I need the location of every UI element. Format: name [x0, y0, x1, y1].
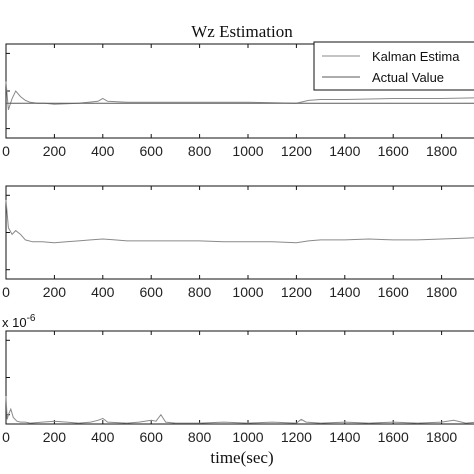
x-tick-label: 400 [91, 429, 115, 445]
panel-1: 0 200 400 600 800 1000 1200 1400 1600 1800 Kalman … [2, 41, 474, 159]
y-exponent-label: x 10-6 [2, 313, 36, 330]
y-exponent-base: x 10 [2, 315, 27, 330]
series-line-1 [5, 81, 474, 110]
x-tick-label: 1000 [232, 429, 263, 445]
x-tick-label: 1800 [426, 284, 457, 300]
x-tick-label: 1400 [329, 143, 360, 159]
y-exponent-power: -6 [27, 313, 36, 324]
panel-3: 0 200 400 600 800 1000 1200 1400 1600 1800 [2, 330, 474, 445]
legend-box [313, 41, 474, 91]
legend-label-2: Actual Value [372, 70, 444, 85]
x-tick-label: 400 [91, 284, 115, 300]
series-line-1 [5, 199, 474, 244]
x-tick-label: 1600 [378, 143, 409, 159]
x-tick-label: 800 [188, 284, 212, 300]
plot-layer: 0 200 400 600 800 1000 1200 1400 1600 1800 Kalman … [2, 41, 474, 445]
x-tick-label: 1200 [281, 284, 312, 300]
x-tick-label: 1200 [281, 143, 312, 159]
x-tick-label: 1400 [329, 429, 360, 445]
x-tick-label: 800 [188, 143, 212, 159]
x-tick-label: 1800 [426, 429, 457, 445]
x-tick-label: 1600 [378, 284, 409, 300]
chart-title: Wz Estimation [191, 22, 293, 41]
x-tick-label: 0 [2, 143, 10, 159]
panel-2: 0 200 400 600 800 1000 1200 1400 1600 1800 [2, 185, 474, 300]
x-tick-label: 1800 [426, 143, 457, 159]
axes-box [5, 185, 474, 280]
x-tick-label: 600 [140, 143, 164, 159]
x-tick-label: 200 [43, 284, 67, 300]
x-tick-label: 400 [91, 143, 115, 159]
legend-label-1: Kalman Estima [372, 49, 460, 64]
x-tick-label: 1600 [378, 429, 409, 445]
series-line-1 [5, 396, 474, 424]
x-tick-label: 1200 [281, 429, 312, 445]
x-tick-label: 600 [140, 429, 164, 445]
x-tick-label: 1000 [232, 284, 263, 300]
x-tick-label: 0 [2, 284, 10, 300]
axes-box [5, 330, 474, 425]
x-tick-label: 200 [43, 429, 67, 445]
x-tick-label: 800 [188, 429, 212, 445]
x-tick-label: 600 [140, 284, 164, 300]
x-tick-label: 1000 [232, 143, 263, 159]
x-axis-label: time(sec) [210, 448, 273, 467]
x-tick-label: 200 [43, 143, 67, 159]
x-tick-label: 1400 [329, 284, 360, 300]
x-tick-label: 0 [2, 429, 10, 445]
